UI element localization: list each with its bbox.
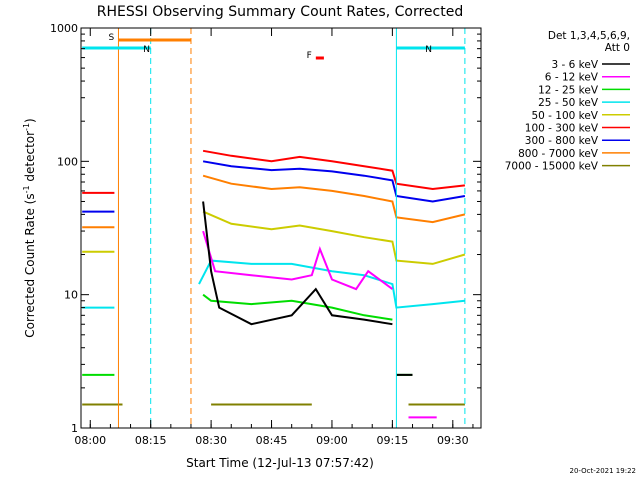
- legend-label-0: 3 - 6 keV: [551, 59, 598, 71]
- legend-label-8: 7000 - 15000 keV: [505, 161, 599, 173]
- series-line-5-segment-0: [202, 230, 393, 291]
- x-tick-label-4: 09:00: [316, 434, 348, 447]
- y-axis-label-main: Corrected Count Rate (s: [23, 193, 37, 337]
- x-tick-label-1: 08:15: [135, 434, 167, 447]
- axes: 08:00 08:15 08:30 08:45 09:00 09:15 09:30 1 10 10…: [50, 22, 481, 447]
- series-line-3-segment-1: [202, 210, 466, 265]
- series-line-7-segment-0: [202, 201, 393, 326]
- series-line-2-segment-1: [202, 174, 466, 224]
- x-tick-label-5: 09:15: [377, 434, 409, 447]
- y-axis-label-sup1: -1: [22, 185, 31, 193]
- x-tick-label-6: 09:30: [437, 434, 469, 447]
- flag-label-3: F: [307, 51, 312, 61]
- legend-label-7: 800 - 7000 keV: [518, 148, 599, 160]
- legend-header-2: Att 0: [605, 42, 630, 54]
- y-tick-label-2: 100: [57, 155, 78, 168]
- y-tick-label-3: 1000: [50, 22, 78, 35]
- flag-label-1: N: [143, 45, 150, 55]
- x-tick-label-0: 08:00: [74, 434, 106, 447]
- legend-label-2: 12 - 25 keV: [538, 84, 599, 96]
- flag-label-0: S: [108, 33, 114, 43]
- timestamp: 20-Oct-2021 19:22: [570, 467, 636, 475]
- plot-frame: [80, 27, 482, 429]
- y-tick-label-1: 10: [64, 289, 78, 302]
- legend-label-1: 6 - 12 keV: [545, 72, 599, 84]
- y-axis-label: Corrected Count Rate (s-1 detector-1): [22, 118, 37, 337]
- legend-header-1: Det 1,3,4,5,6,9,: [548, 30, 630, 42]
- x-tick-label-2: 08:30: [195, 434, 227, 447]
- x-tick-label-3: 08:45: [256, 434, 288, 447]
- legend-label-5: 100 - 300 keV: [525, 123, 599, 135]
- x-axis-label: Start Time (12-Jul-13 07:57:42): [186, 456, 374, 470]
- series-line-0-segment-1: [202, 149, 466, 191]
- legend-label-4: 50 - 100 keV: [531, 110, 598, 122]
- y-axis-label-sup2: -1: [22, 123, 31, 131]
- y-axis-label-mid: detector: [23, 131, 37, 186]
- y-axis-label-end: ): [23, 118, 37, 123]
- series-line-6-segment-1: [202, 293, 393, 321]
- series-line-1-segment-1: [202, 160, 466, 203]
- legend-label-6: 300 - 800 keV: [525, 135, 599, 147]
- flag-label-2: N: [425, 45, 432, 55]
- legend-label-3: 25 - 50 keV: [538, 97, 599, 109]
- series-line-4-segment-1: [198, 259, 466, 309]
- y-tick-label-0: 1: [71, 422, 78, 435]
- chart-title: RHESSI Observing Summary Count Rates, Co…: [97, 4, 463, 20]
- plot-area: S N N F: [82, 28, 466, 428]
